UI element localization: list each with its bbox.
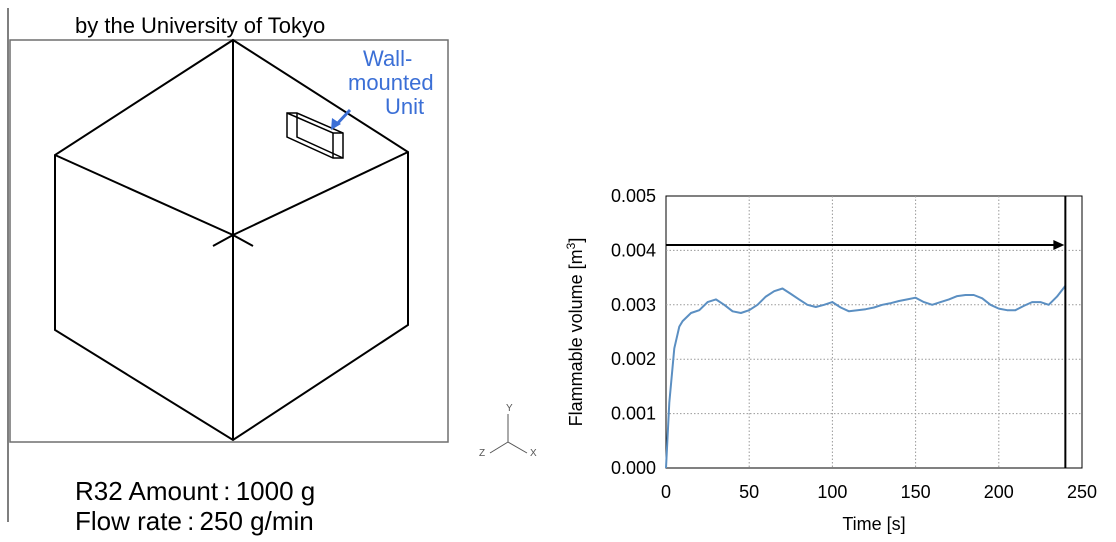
y-tick-label: 0.003 [611,295,656,315]
callout-line2: mounted [348,70,434,95]
room-back-left-edge [54,154,234,236]
y-tick-label: 0.000 [611,458,656,478]
triad-y-label: Y [506,403,513,414]
room-back-right-edge [232,151,409,236]
x-axis-ticks: 0 50 100 150 200 250 [661,482,1097,502]
x-tick-label: 0 [661,482,671,502]
caption-flow-rate: Flow rate : 250 g/min [75,506,314,536]
series-group [665,285,1067,469]
y-tick-label: 0.005 [611,186,656,206]
x-tick-label: 50 [739,482,759,502]
annotations [666,196,1067,468]
triad-z-label: Z [479,448,485,459]
callout-arrow-head-icon [331,118,341,130]
callout-line3: Unit [385,94,424,119]
flammable-volume-chart: 0 50 100 150 200 250 0.0000.0010.0020.0030.00… [564,186,1097,534]
room-floor-corner [212,233,254,247]
y-axis-label-main: Flammable volume [m [566,249,586,426]
header-credit: by the University of Tokyo [75,13,325,38]
axes-triad-icon: Y X Z [479,403,537,459]
y-axis-label-end: ] [566,238,586,243]
room-outline [54,38,409,442]
series-line-flammable-volume [665,285,1067,469]
render-frame [9,39,449,443]
x-tick-label: 100 [817,482,847,502]
y-tick-label: 0.004 [611,240,656,260]
y-tick-label: 0.002 [611,349,656,369]
x-axis-label: Time [s] [842,514,905,534]
callout-line1: Wall- [363,46,412,71]
grid [666,196,1082,468]
caption-amount: R32 Amount : 1000 g [75,476,315,506]
x-tick-label: 150 [901,482,931,502]
y-axis-label: Flammable volume [m3] [564,238,586,427]
plot-frame [665,195,1083,469]
y-tick-label: 0.001 [611,404,656,424]
y-axis-ticks: 0.000 0.001 0.002 0.003 0.004 0.005 [611,186,656,478]
x-tick-label: 250 [1067,482,1097,502]
room-model-panel: by the University of Tokyo Wall- mounted… [7,8,537,536]
wall-mounted-unit-callout: Wall- mounted Unit [331,46,434,130]
x-tick-label: 200 [984,482,1014,502]
room-cube [54,38,409,442]
duration-arrow-head-icon [1053,239,1065,250]
wall-mounted-unit-box [286,112,344,159]
y-axis-label-exponent: 3 [564,242,578,249]
triad-x-label: X [530,448,537,459]
